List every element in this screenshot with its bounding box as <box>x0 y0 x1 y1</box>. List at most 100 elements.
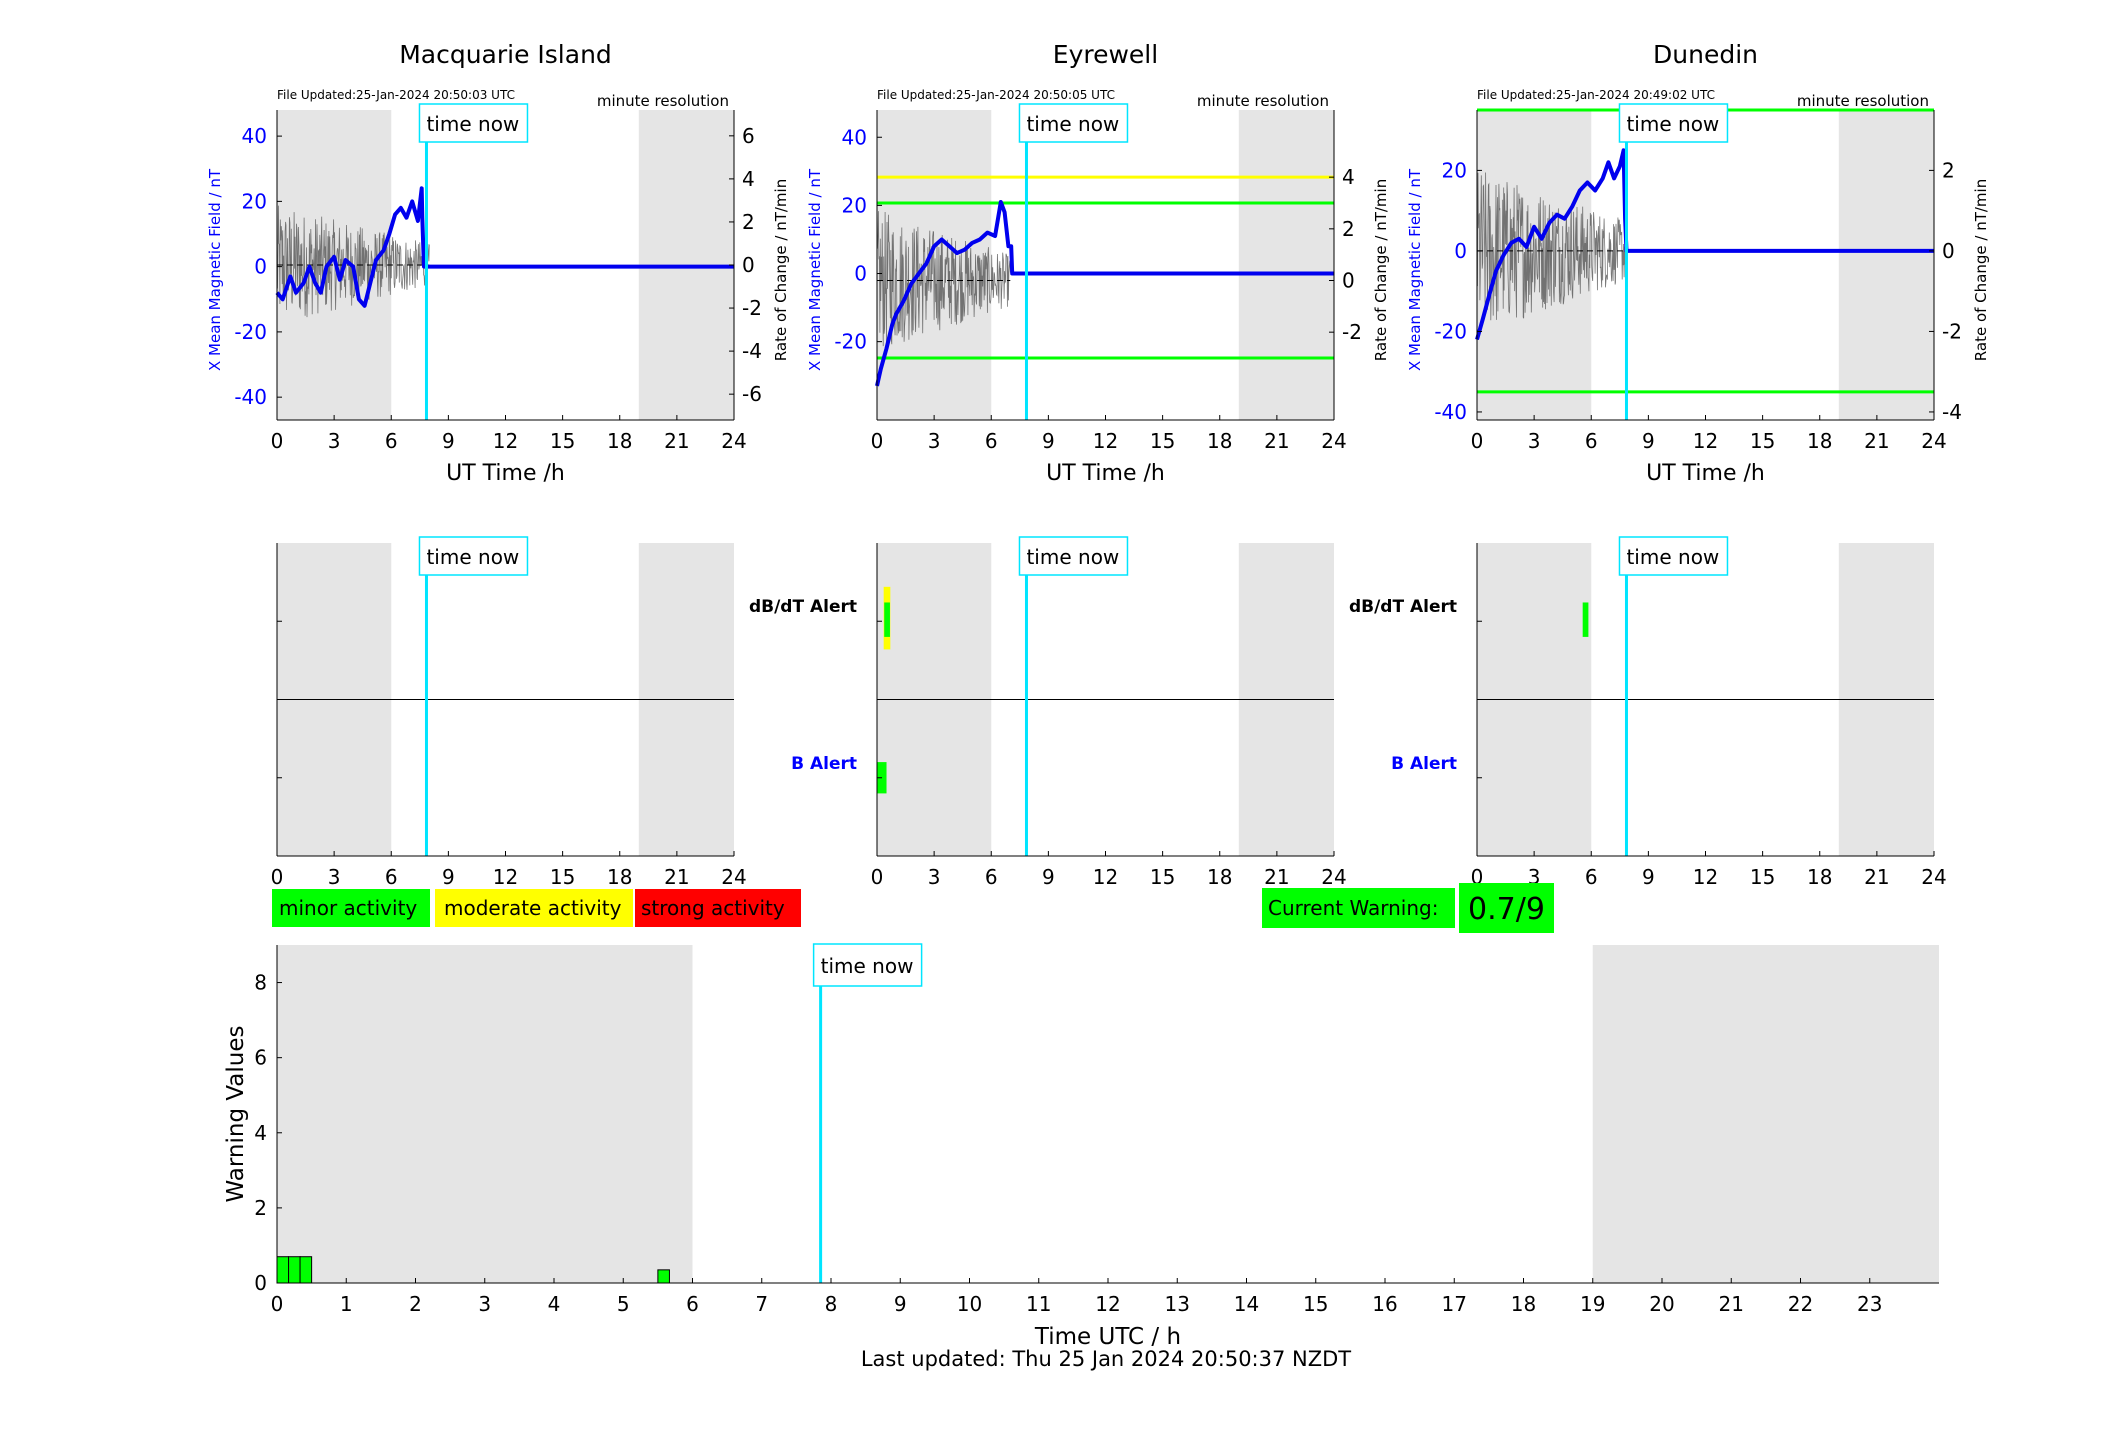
warning-bar <box>657 1269 670 1284</box>
time-now-box <box>1618 103 1729 143</box>
x-tick-label: 0 <box>871 865 884 889</box>
station-title: Macquarie Island <box>399 40 612 69</box>
y-tick-label-right: 0 <box>1342 269 1355 293</box>
x-tick-label: 0 <box>271 429 284 453</box>
x-axis-label: UT Time /h <box>1046 461 1165 486</box>
time-now-label: time now <box>1026 112 1119 136</box>
station-title: Dunedin <box>1653 40 1758 69</box>
y-tick-label-left: 40 <box>242 124 267 148</box>
x-tick-label: 21 <box>1864 865 1889 889</box>
x-tick-label: 15 <box>1150 429 1175 453</box>
x-tick-label: 15 <box>550 865 575 889</box>
time-now-label: time now <box>426 545 519 569</box>
x-tick-label: 6 <box>686 1292 699 1316</box>
x-tick-label: 9 <box>442 429 455 453</box>
x-tick-label: 18 <box>607 865 632 889</box>
x-tick-label: 12 <box>493 865 518 889</box>
y-tick-label-right: -2 <box>1942 319 1962 343</box>
time-now-label: time now <box>821 954 914 978</box>
x-tick-label: 20 <box>1649 1292 1674 1316</box>
x-tick-label: 6 <box>385 865 398 889</box>
legend-minor-swatch <box>270 887 432 929</box>
x-tick-label: 15 <box>1750 865 1775 889</box>
x-tick-label: 24 <box>721 865 746 889</box>
x-tick-label: 6 <box>985 865 998 889</box>
time-now-box <box>1018 103 1129 143</box>
y-tick-label: 0 <box>254 1271 267 1295</box>
y-tick-label-right: 4 <box>1342 165 1355 189</box>
x-tick-label: 24 <box>721 429 746 453</box>
y-tick-label-left: 20 <box>242 189 267 213</box>
x-tick-label: 24 <box>1321 429 1346 453</box>
legend-moderate-label: moderate activity <box>444 896 622 920</box>
x-tick-label: 12 <box>1693 429 1718 453</box>
file-updated: File Updated:25-Jan-2024 20:50:03 UTC <box>277 88 515 102</box>
file-updated: File Updated:25-Jan-2024 20:50:05 UTC <box>877 88 1115 102</box>
file-updated: File Updated:25-Jan-2024 20:49:02 UTC <box>1477 88 1715 102</box>
y-tick-label-left: -40 <box>1434 400 1467 424</box>
x-tick-label: 13 <box>1165 1292 1190 1316</box>
time-now-label: time now <box>1626 112 1719 136</box>
time-now-label: time now <box>426 112 519 136</box>
y-tick-label-left: 0 <box>254 255 267 279</box>
time-now-box <box>418 103 529 143</box>
x-tick-label: 7 <box>755 1292 768 1316</box>
x-tick-label: 18 <box>1807 429 1832 453</box>
x-tick-label: 12 <box>1693 865 1718 889</box>
current-warning-value: 0.7/9 <box>1468 892 1545 927</box>
time-now-box <box>812 943 923 987</box>
dbdt-alert-bar <box>1582 602 1589 637</box>
y-axis-label-left: X Mean Magnetic Field / nT <box>806 168 824 371</box>
x-tick-label: 2 <box>409 1292 422 1316</box>
y-tick-label-right: -4 <box>1942 400 1962 424</box>
x-tick-label: 9 <box>1042 429 1055 453</box>
x-axis-label: Time UTC / h <box>1034 1324 1181 1350</box>
x-tick-label: 6 <box>385 429 398 453</box>
station-panel: Dunedin File Updated:25-Jan-2024 20:49:02… <box>1349 40 1990 889</box>
y-tick-label-right: 2 <box>1942 158 1955 182</box>
current-warning-label: Current Warning: <box>1268 896 1438 920</box>
x-tick-label: 18 <box>1207 429 1232 453</box>
x-tick-label: 3 <box>928 429 941 453</box>
y-tick-label-right: 2 <box>1342 217 1355 241</box>
x-tick-label: 15 <box>1750 429 1775 453</box>
resolution-label: minute resolution <box>1197 92 1329 110</box>
x-tick-label: 4 <box>548 1292 561 1316</box>
station-panels: Macquarie Island File Updated:25-Jan-2024… <box>206 40 1990 889</box>
x-tick-label: 0 <box>1471 429 1484 453</box>
y-tick-label-right: 0 <box>1942 239 1955 263</box>
x-tick-label: 6 <box>985 429 998 453</box>
x-tick-label: 6 <box>1585 429 1598 453</box>
x-tick-label: 23 <box>1857 1292 1882 1316</box>
x-tick-label: 8 <box>825 1292 838 1316</box>
x-tick-label: 17 <box>1442 1292 1467 1316</box>
warning-bar <box>276 1256 290 1284</box>
dbdt-alert-label: dB/dT Alert <box>1349 597 1457 617</box>
x-tick-label: 3 <box>1528 429 1541 453</box>
y-tick-label-left: -20 <box>834 330 867 354</box>
x-tick-label: 24 <box>1921 865 1946 889</box>
x-tick-label: 18 <box>1207 865 1232 889</box>
x-tick-label: 21 <box>1864 429 1889 453</box>
field-series-line <box>1475 148 1934 341</box>
x-tick-label: 9 <box>894 1292 907 1316</box>
y-tick-label-left: 20 <box>1442 158 1467 182</box>
x-axis-label: UT Time /h <box>1646 461 1765 486</box>
x-tick-label: 21 <box>664 429 689 453</box>
warning-bar <box>288 1256 301 1284</box>
field-series-line <box>875 200 1334 387</box>
x-tick-label: 9 <box>1642 865 1655 889</box>
x-tick-label: 24 <box>1321 865 1346 889</box>
y-tick-label: 4 <box>254 1121 267 1145</box>
x-tick-label: 18 <box>607 429 632 453</box>
y-tick-label-right: 6 <box>742 124 755 148</box>
x-tick-label: 3 <box>478 1292 491 1316</box>
warning-bar <box>299 1256 313 1284</box>
y-tick-label: 2 <box>254 1196 267 1220</box>
rate-of-change-line <box>1476 172 1628 321</box>
x-tick-label: 3 <box>328 865 341 889</box>
x-tick-label: 9 <box>1042 865 1055 889</box>
y-tick-label-left: -40 <box>234 385 267 409</box>
night-shade <box>277 945 693 1283</box>
